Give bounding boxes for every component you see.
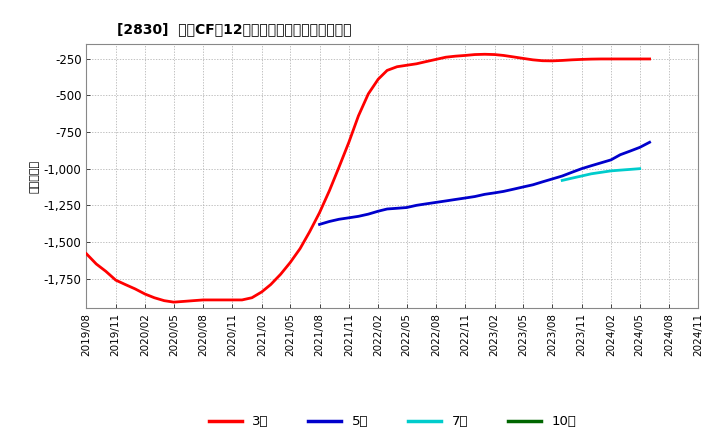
Y-axis label: （百万円）: （百万円） [30, 159, 40, 193]
Text: [2830]  投資CFの12か月移動合計の平均値の推移: [2830] 投資CFの12か月移動合計の平均値の推移 [117, 22, 351, 36]
Legend: 3年, 5年, 7年, 10年: 3年, 5年, 7年, 10年 [204, 410, 581, 433]
